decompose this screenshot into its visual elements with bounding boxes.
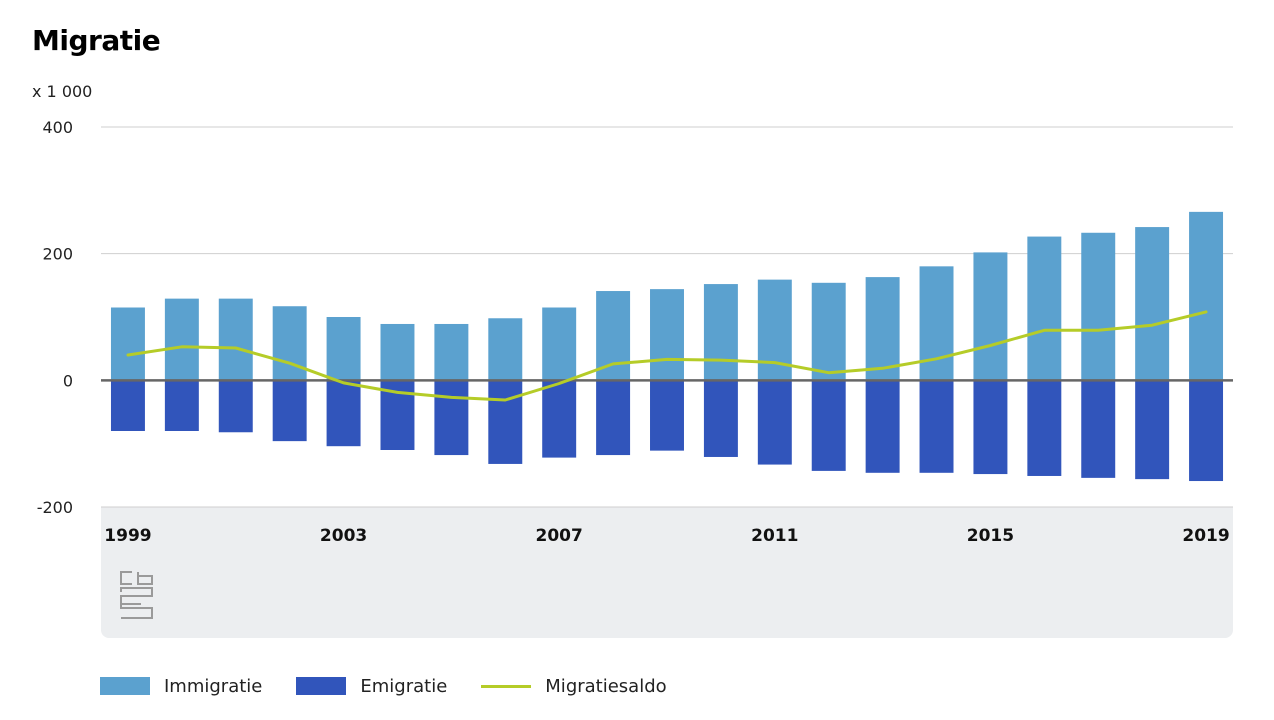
emigratie-bar[interactable] [703,380,738,457]
legend-item-immigratie[interactable]: Immigratie [100,676,262,697]
immigratie-bar[interactable] [218,298,253,381]
migratiesaldo-line [126,310,1208,402]
immigratie-bar[interactable] [919,266,954,381]
immigratie-bar[interactable] [434,323,469,381]
emigratie-bar[interactable] [164,380,199,431]
immigratie-bar[interactable] [865,277,900,381]
legend-item-emigratie[interactable]: Emigratie [296,676,447,697]
immigratie-bar[interactable] [650,289,684,381]
emigratie-bar[interactable] [542,380,577,458]
legend-label-emigratie: Emigratie [360,675,448,697]
y-tick-label: 200 [42,245,73,264]
x-tick-label: 2019 [1182,526,1229,546]
x-axis-panel-top [101,507,1233,519]
immigratie-bar[interactable] [542,307,577,381]
y-unit-label: x 1 000 [32,82,93,101]
x-tick-label: 1999 [104,526,151,546]
immigratie-bar[interactable] [272,306,307,381]
immigratie-bar[interactable] [703,284,738,381]
x-tick-label: 2015 [967,526,1014,546]
emigratie-bar[interactable] [488,380,523,464]
emigratie-bar[interactable] [218,380,253,433]
emigratie-bar[interactable] [434,380,469,456]
immigratie-swatch [100,677,150,695]
immigratie-bar[interactable] [1027,236,1062,381]
immigratie-bar[interactable] [380,323,415,381]
immigratie-bar[interactable] [110,307,145,381]
y-tick-label: -200 [37,498,73,517]
emigratie-swatch [296,677,347,695]
emigratie-bar[interactable] [326,380,361,447]
emigratie-bar[interactable] [1189,380,1224,482]
x-tick-label: 2011 [751,526,798,546]
migratie-chart: 400 200 0 -200 1999 2003 2007 2011 2015 2019 [37,118,1233,638]
immigratie-bar[interactable] [1135,227,1170,381]
emigratie-bar[interactable] [1135,380,1170,480]
cbs-logo-icon [120,571,153,619]
y-tick-labels: 400 200 0 -200 [37,118,73,517]
emigratie-bar[interactable] [650,380,684,451]
migratiesaldo-swatch [481,684,532,688]
emigratie-bar[interactable] [865,380,900,473]
immigratie-bar[interactable] [326,317,361,381]
emigratie-bar[interactable] [919,380,954,473]
immigratie-bar[interactable] [488,318,523,381]
x-tick-label: 2003 [320,526,367,546]
legend-label-migratiesaldo: Migratiesaldo [545,675,667,697]
legend: Immigratie Emigratie Migratiesaldo [100,672,701,700]
emigratie-bar[interactable] [1081,380,1116,478]
emigratie-bar[interactable] [811,380,846,471]
emigratie-bar[interactable] [1027,380,1062,476]
immigratie-bar[interactable] [164,298,199,381]
chart-title: Migratie [32,24,161,57]
legend-label-immigratie: Immigratie [164,675,263,697]
legend-item-migratiesaldo[interactable]: Migratiesaldo [481,675,667,697]
x-tick-labels: 1999 2003 2007 2011 2015 2019 [104,526,1229,546]
emigratie-bar[interactable] [973,380,1008,475]
immigratie-bar[interactable] [973,252,1008,381]
emigratie-bar[interactable] [110,380,145,431]
y-tick-label: 0 [63,371,73,390]
emigratie-bar[interactable] [757,380,792,465]
emigratie-bar[interactable] [596,380,631,456]
immigratie-bar[interactable] [1081,232,1116,381]
immigratie-bar[interactable] [1189,211,1224,381]
immigratie-bars [110,211,1224,381]
x-axis-panel [101,507,1233,638]
emigratie-bars [110,380,1224,482]
y-tick-label: 400 [42,118,73,137]
emigratie-bar[interactable] [272,380,307,442]
immigratie-bar[interactable] [811,282,846,381]
x-tick-label: 2007 [536,526,583,546]
